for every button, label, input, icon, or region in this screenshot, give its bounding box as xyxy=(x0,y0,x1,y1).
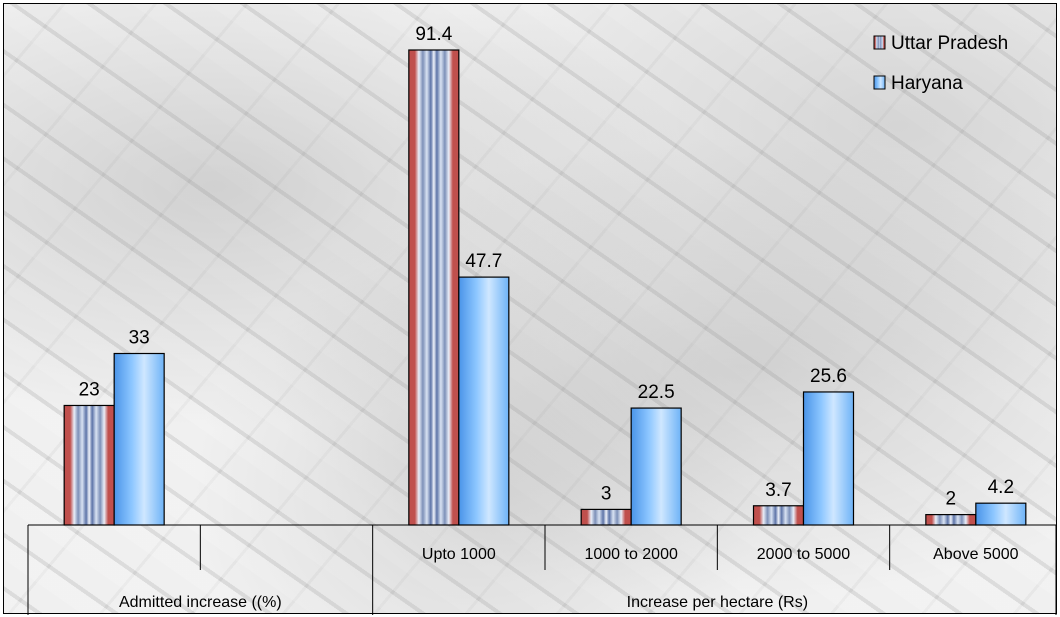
category-label: Above 5000 xyxy=(933,546,1019,563)
bar-uttar-pradesh xyxy=(925,514,977,526)
category-label: Upto 1000 xyxy=(422,546,496,563)
legend-label-haryana: Haryana xyxy=(891,73,963,94)
bars xyxy=(63,49,1027,526)
data-label: 47.7 xyxy=(465,251,502,272)
category-label: 2000 to 5000 xyxy=(757,546,851,563)
bar-haryana xyxy=(630,407,682,526)
bar-haryana xyxy=(975,502,1027,526)
bar-uttar-pradesh xyxy=(580,508,632,526)
bar-haryana xyxy=(802,391,855,526)
bar-uttar-pradesh xyxy=(408,49,460,526)
legend-label-uttar-pradesh: Uttar Pradesh xyxy=(891,33,1008,54)
data-label: 3 xyxy=(601,483,612,504)
bar-haryana xyxy=(458,276,510,526)
bar-haryana xyxy=(113,352,165,526)
group-label: Admitted increase ((%) xyxy=(119,594,282,611)
legend-swatch-haryana xyxy=(873,75,886,90)
data-label: 2 xyxy=(946,489,957,510)
group-label: Increase per hectare (Rs) xyxy=(627,594,808,611)
category-axis: Upto 1000 1000 to 2000 2000 to 5000 Above 5… xyxy=(27,524,1057,615)
data-label: 91.4 xyxy=(415,24,452,45)
chart-area xyxy=(3,3,1057,614)
data-label: 23 xyxy=(79,379,100,400)
legend: Uttar Pradesh Haryana xyxy=(873,33,1008,94)
data-label: 3.7 xyxy=(765,480,791,501)
category-label: 1000 to 2000 xyxy=(584,546,678,563)
bar-uttar-pradesh xyxy=(752,505,805,526)
data-label: 22.5 xyxy=(638,382,675,403)
legend-swatch-uttar-pradesh xyxy=(873,35,886,50)
data-label: 4.2 xyxy=(988,477,1014,498)
data-label: 33 xyxy=(129,328,150,349)
bar-uttar-pradesh xyxy=(63,404,115,526)
data-labels: 23 91.4 3 3.7 2 33 47.7 22.5 25.6 4.2 xyxy=(79,24,1014,510)
data-label: 25.6 xyxy=(810,366,847,387)
